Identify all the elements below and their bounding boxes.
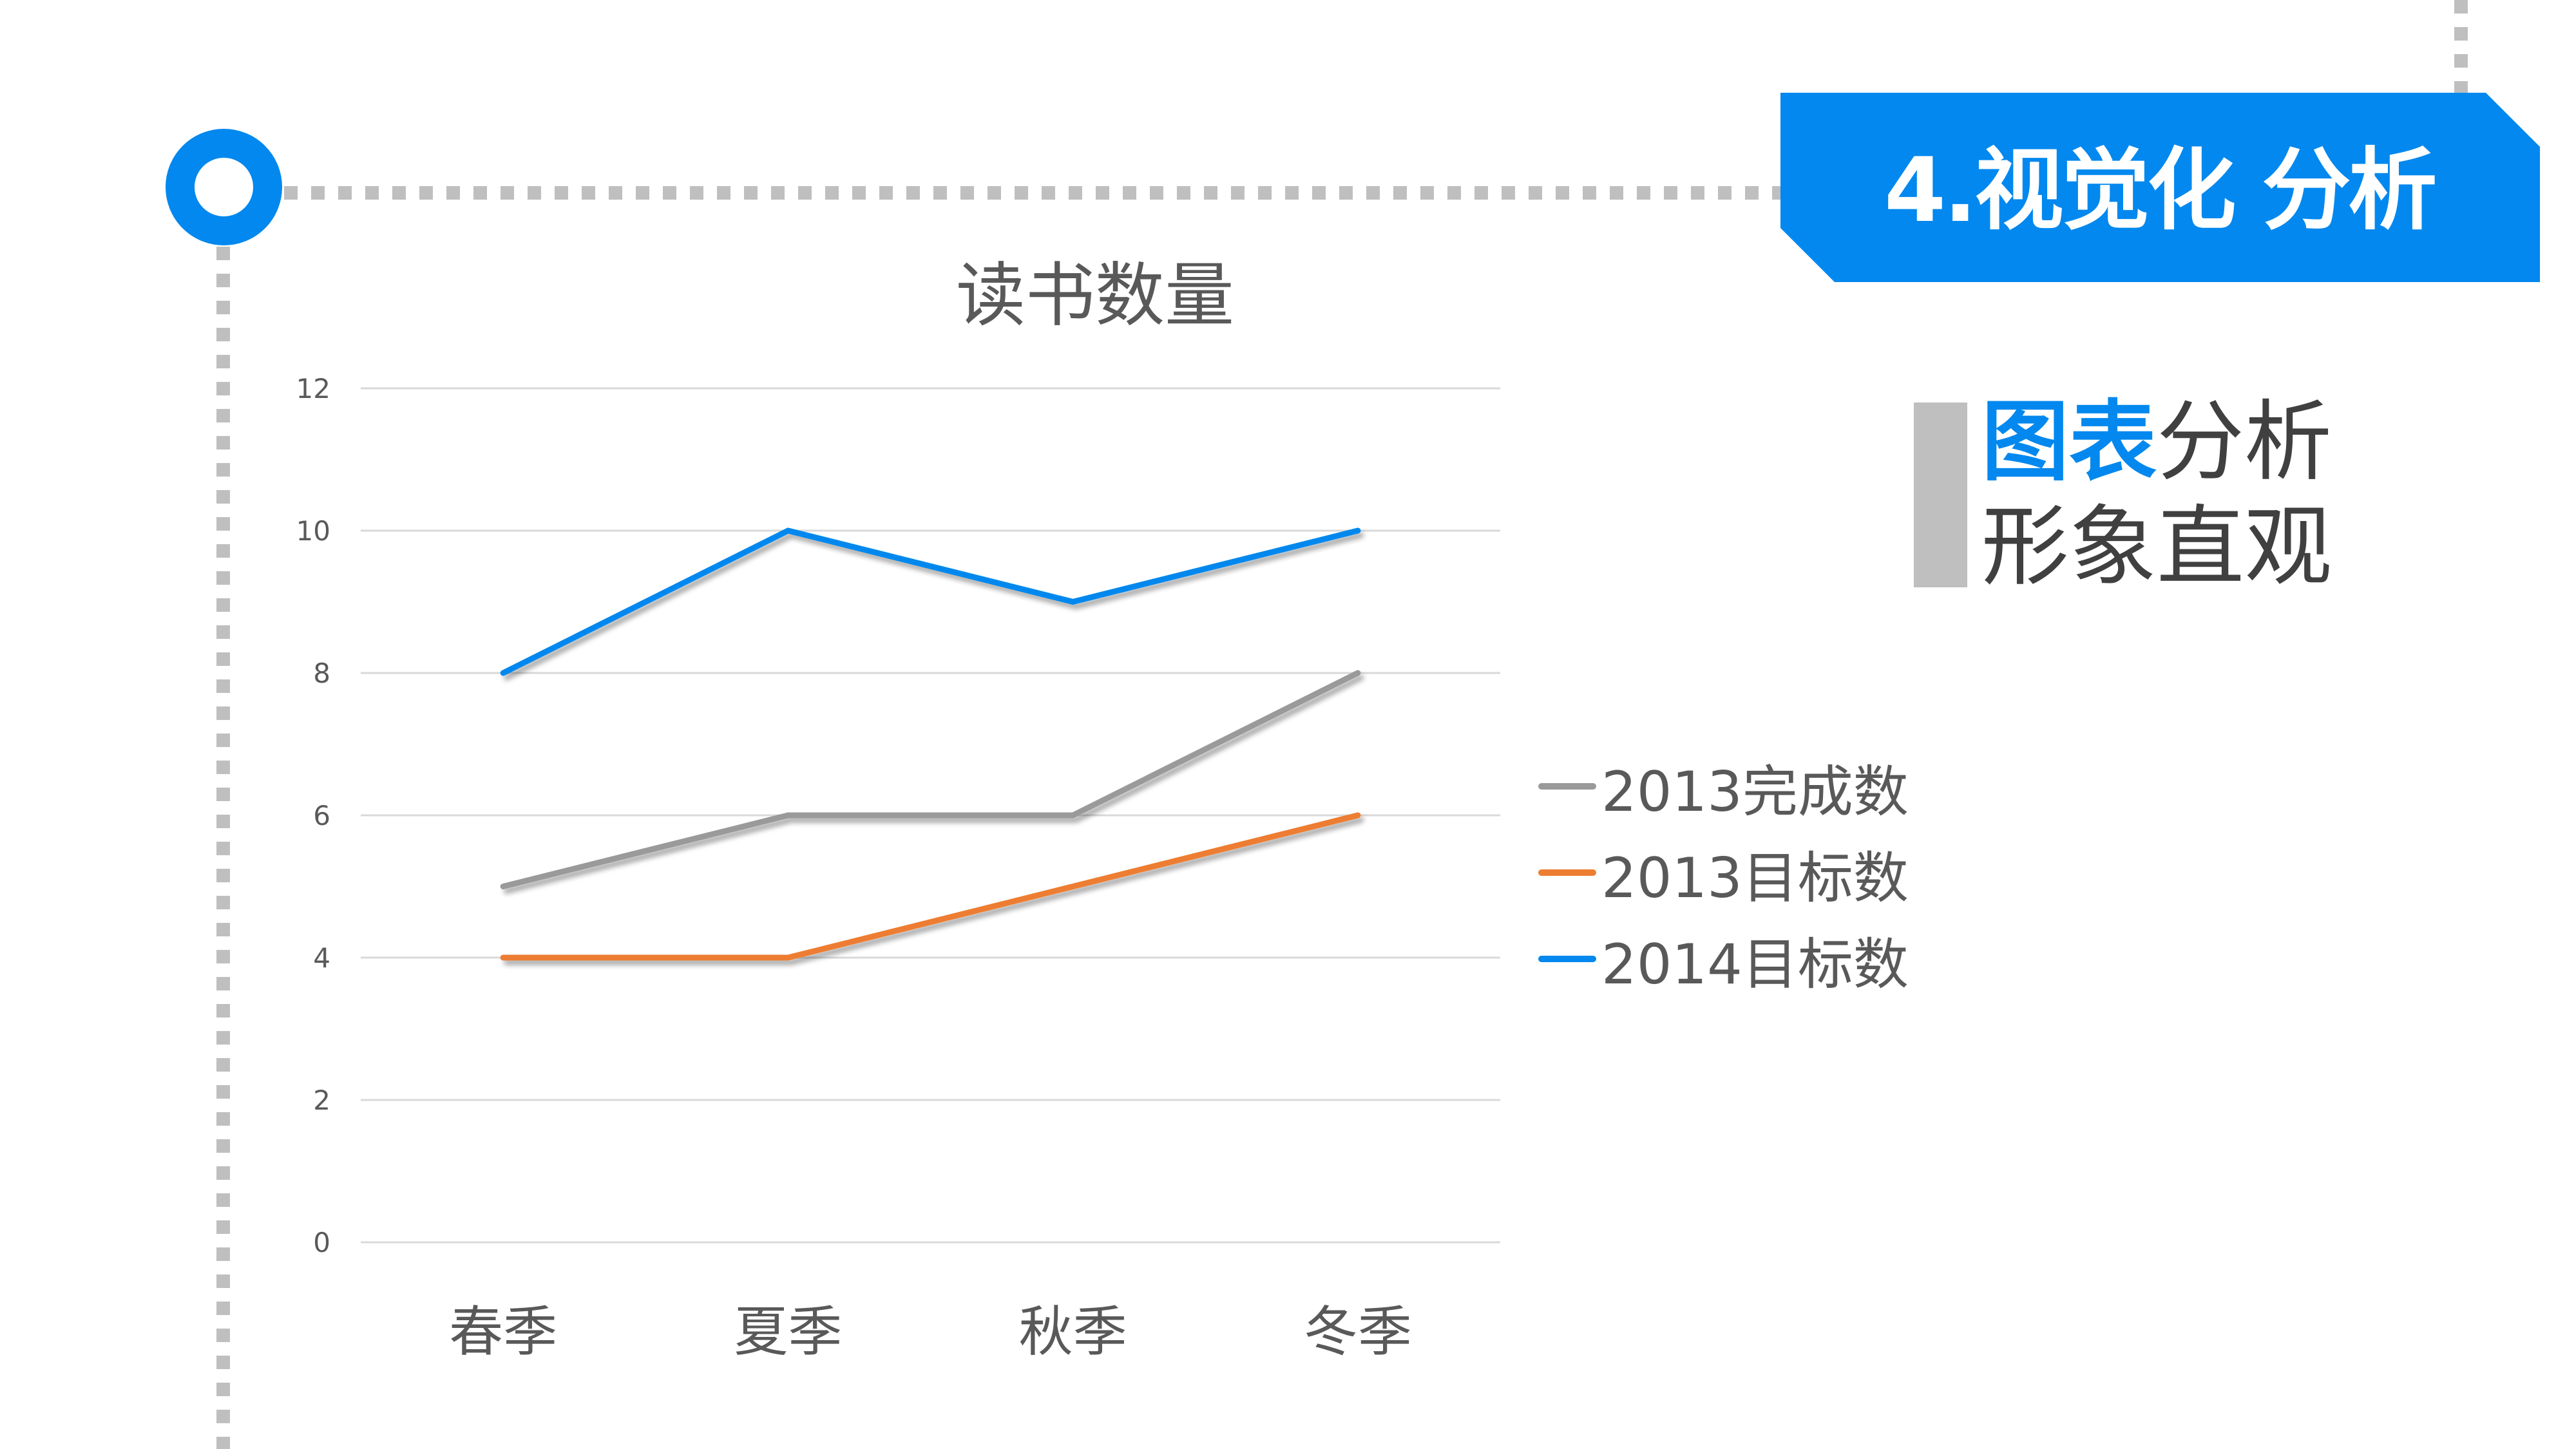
y-tick-label: 10 [296, 515, 330, 547]
caption-accent-bar [1914, 402, 1967, 587]
y-tick-label: 4 [313, 942, 330, 974]
caption-line-2-text: 形象直观 [1981, 497, 2332, 598]
right-dotted-rule [2454, 0, 2468, 93]
series-lines [500, 527, 1361, 961]
y-axis-ticks: 0 2 4 6 8 10 12 [296, 373, 330, 1258]
caption-line-1: 图表分析 [1981, 391, 2332, 494]
legend-label: 2013完成数 [1601, 759, 1909, 824]
series-line [500, 527, 1361, 676]
section-title: 4.视觉化 分析 [1884, 138, 2437, 242]
legend-item: 2013完成数 [1538, 751, 1909, 824]
section-banner [1780, 93, 2540, 282]
left-dotted-rule [216, 247, 230, 1449]
chart-title: 读书数量 [955, 256, 1234, 336]
x-category-label: 冬季 [1304, 1300, 1412, 1363]
series-line [500, 670, 1361, 889]
x-category-label: 秋季 [1019, 1300, 1127, 1363]
legend-item: 2013目标数 [1538, 837, 1909, 911]
y-tick-label: 0 [313, 1227, 330, 1258]
legend-swatch-orange [1538, 869, 1596, 876]
caption-line-2: 形象直观 [1981, 496, 2332, 599]
caption-line-1-rest: 分析 [2157, 392, 2332, 493]
x-axis-categories: 春季 夏季 秋季 冬季 [449, 1300, 1412, 1363]
x-category-label: 春季 [449, 1300, 557, 1363]
x-category-label: 夏季 [734, 1300, 842, 1363]
y-tick-label: 6 [313, 800, 330, 831]
legend-label: 2014目标数 [1601, 932, 1909, 997]
legend-label: 2013目标数 [1601, 846, 1909, 911]
y-tick-label: 12 [296, 373, 330, 404]
legend-item: 2014目标数 [1538, 923, 1909, 997]
legend-swatch-gray [1538, 783, 1596, 790]
legend-swatch-blue [1538, 956, 1596, 962]
y-tick-label: 2 [313, 1084, 330, 1116]
caption-highlight: 图表 [1981, 392, 2157, 493]
series-line [500, 812, 1361, 961]
top-dotted-rule [284, 186, 1780, 200]
y-tick-label: 8 [313, 658, 330, 689]
